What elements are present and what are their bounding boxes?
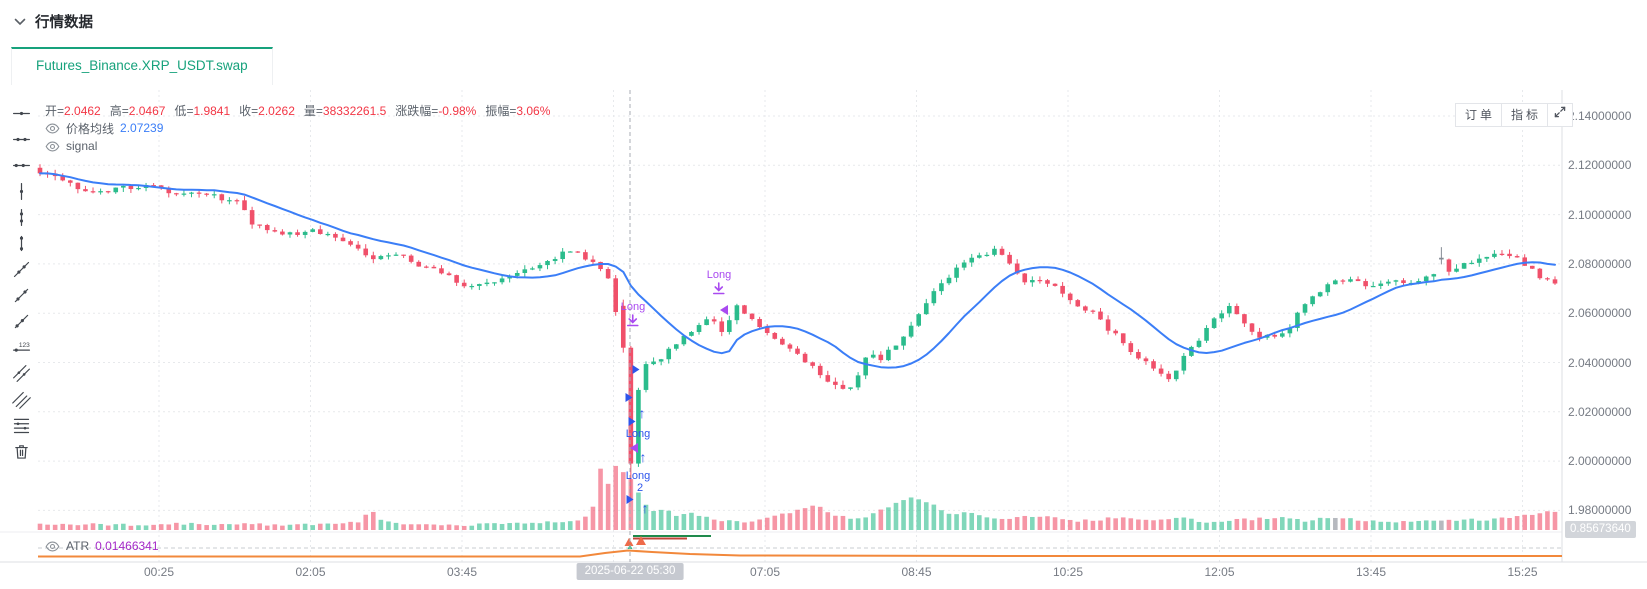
chart-legend: 开=2.0462 高=2.0467 低=1.9841 收=2.0262 量=383322… — [45, 101, 550, 155]
panel-header: 行情数据 — [14, 11, 93, 32]
tool-ray-line[interactable] — [8, 310, 34, 332]
signal-label: signal — [66, 139, 98, 153]
tool-vertical-ray[interactable] — [8, 232, 34, 254]
atr-axis-badge: 0.85673640 — [1565, 521, 1636, 538]
eye-icon[interactable] — [45, 123, 60, 134]
fullscreen-button[interactable] — [1547, 103, 1574, 127]
tool-fibonacci-lines[interactable] — [8, 414, 34, 436]
tab-bar: Futures_Binance.XRP_USDT.swap — [0, 45, 1647, 85]
parallel-line-icon — [12, 364, 30, 382]
ray-line-icon — [14, 314, 28, 328]
svg-text:123: 123 — [18, 342, 29, 349]
horizontal-ray-icon — [12, 163, 30, 167]
atr-mark-triangle — [624, 537, 634, 546]
atr-line — [38, 549, 1562, 558]
tool-vertical-segment[interactable] — [8, 206, 34, 228]
vertical-line-icon — [19, 182, 23, 200]
ohlc-pair: 振幅=3.06% — [485, 103, 551, 118]
vertical-ray-icon — [19, 235, 23, 251]
ohlc-pair: 收=2.0262 — [239, 103, 295, 118]
eye-icon[interactable] — [45, 541, 60, 552]
ma-value: 2.07239 — [120, 121, 164, 135]
atr-mark-triangle — [636, 536, 646, 545]
price-line-icon: 123 — [12, 342, 30, 352]
remove-drawing-icon — [14, 444, 28, 459]
eye-icon[interactable] — [45, 141, 60, 152]
tool-remove-drawing[interactable] — [8, 440, 34, 462]
atr-legend: ATR 0.01466341 — [45, 539, 159, 553]
collapse-chevron-icon[interactable] — [14, 18, 26, 26]
volume-bars — [37, 465, 1558, 530]
ohlc-pair: 低=1.9841 — [174, 103, 231, 118]
horizontal-segment-icon — [12, 137, 30, 141]
tool-line-segment[interactable] — [8, 284, 34, 306]
atr-label: ATR — [66, 539, 90, 553]
indicator-button[interactable]: 指标 — [1501, 103, 1549, 127]
ma-line — [39, 172, 1556, 369]
ohlc-legend: 开=2.0462 高=2.0467 低=1.9841 收=2.0262 量=383322… — [45, 101, 550, 119]
trend-line-icon — [13, 261, 29, 277]
vertical-segment-icon — [19, 208, 23, 226]
chart-toolbar-right: 订单 指标 — [1455, 103, 1574, 127]
crosshair-time-badge: 2025-06-22 05:30 — [576, 563, 684, 580]
chart-area[interactable]: 123 开=2.0462 高=2.0467 低=1.9841 收=2.0262 量=38… — [0, 90, 1647, 589]
tool-price-line[interactable]: 123 — [8, 336, 34, 358]
horizontal-line-icon — [12, 111, 30, 115]
line-segment-icon — [14, 288, 28, 302]
candles — [37, 164, 1558, 501]
tool-horizontal-segment[interactable] — [8, 128, 34, 150]
ma-legend: 价格均线 2.07239 — [45, 119, 550, 137]
ohlc-pair: 量=38332261.5 — [303, 103, 387, 118]
ma-label: 价格均线 — [66, 121, 115, 136]
signal-legend: signal — [45, 137, 550, 155]
atr-value: 0.01466341 — [95, 539, 159, 553]
tool-vertical-line[interactable] — [8, 180, 34, 202]
panel-title: 行情数据 — [35, 15, 93, 31]
candlestick-chart[interactable] — [0, 90, 1647, 589]
tab-symbol[interactable]: Futures_Binance.XRP_USDT.swap — [11, 47, 273, 85]
fibonacci-lines-icon — [13, 418, 29, 433]
drawing-toolbar: 123 — [8, 102, 38, 462]
ohlc-pair: 高=2.0467 — [109, 103, 166, 118]
price-channel-icon — [11, 391, 31, 409]
tool-price-channel[interactable] — [8, 388, 34, 410]
tool-horizontal-ray[interactable] — [8, 154, 34, 176]
tool-trend-line[interactable] — [8, 258, 34, 280]
ohlc-pair: 开=2.0462 — [45, 103, 101, 118]
tool-horizontal-line[interactable] — [8, 102, 34, 124]
ohlc-pair: 涨跌幅=-0.98% — [395, 103, 477, 118]
order-button[interactable]: 订单 — [1455, 103, 1503, 127]
fullscreen-icon — [1553, 104, 1567, 126]
tool-parallel-line[interactable] — [8, 362, 34, 384]
